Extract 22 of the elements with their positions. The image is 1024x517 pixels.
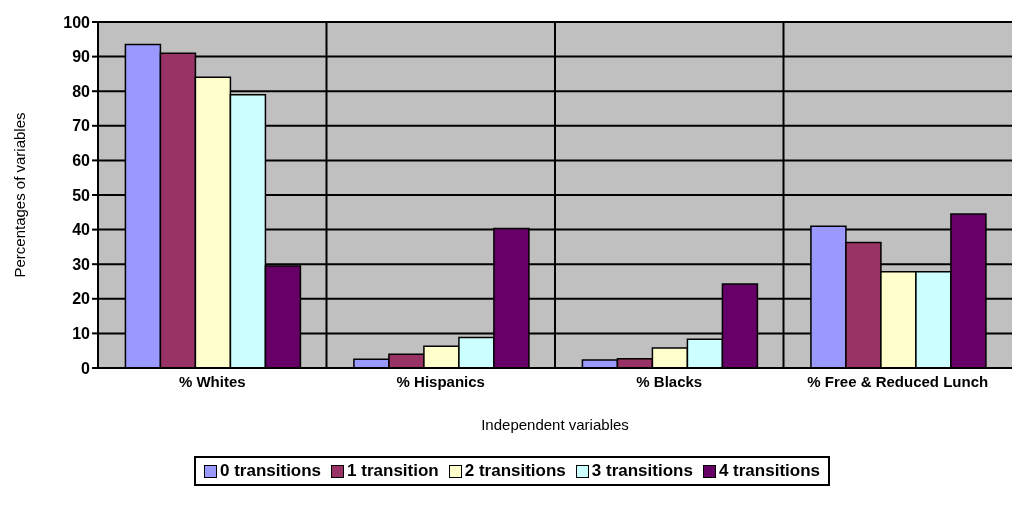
y-tick-label: 40 (72, 221, 91, 239)
y-tick-label: 50 (72, 186, 91, 204)
y-tick-label: 30 (72, 255, 91, 273)
y-tick-label: 20 (72, 290, 91, 308)
x-tick-label: % Hispanics (396, 372, 485, 390)
x-axis-title: Independent variables (481, 416, 629, 433)
y-tick-label: 10 (72, 325, 91, 343)
legend-label: 2 transitions (463, 461, 566, 481)
y-tick-label: 100 (63, 13, 91, 31)
legend-label: 0 transitions (219, 461, 322, 481)
y-tick-label: 90 (72, 48, 91, 66)
legend-label: 3 transitions (590, 461, 693, 481)
legend-label: 4 transitions (717, 461, 820, 481)
y-tick-label: 0 (81, 359, 91, 377)
y-tick-label: 70 (72, 117, 91, 135)
y-tick-label: 80 (72, 82, 91, 100)
legend-label: 1 transition (346, 461, 439, 481)
x-tick-label: % Blacks (636, 372, 703, 390)
y-tick-label: 60 (72, 152, 91, 170)
x-tick-label: % Whites (178, 372, 246, 390)
y-axis-title: Percentages of variables (11, 112, 29, 278)
x-tick-label: % Free & Reduced Lunch (807, 372, 989, 390)
